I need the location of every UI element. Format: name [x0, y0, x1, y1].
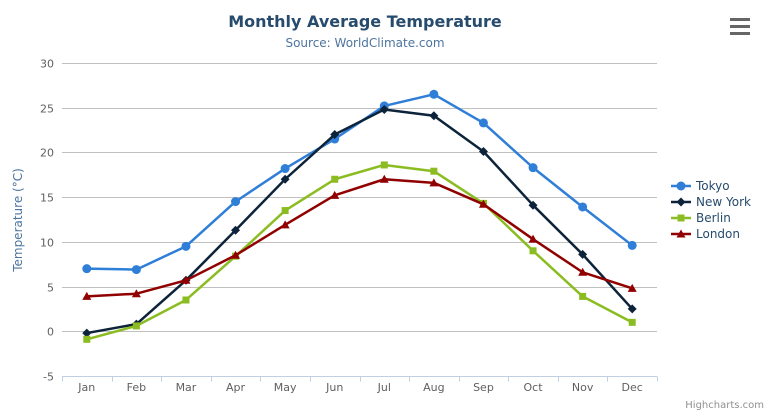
circle-series-icon	[671, 181, 691, 191]
x-axis-label: Jan	[77, 381, 95, 394]
series-berlin[interactable]	[83, 161, 636, 343]
legend-item-london[interactable]: London	[670, 226, 751, 242]
x-axis-label: Mar	[176, 381, 197, 394]
x-axis-label: Jul	[377, 381, 391, 394]
x-axis-label: May	[274, 381, 297, 394]
x-axis-label: Feb	[127, 381, 146, 394]
series-tokyo[interactable]	[82, 89, 637, 275]
x-axis-label: Nov	[572, 381, 594, 394]
y-axis-label: 5	[47, 282, 54, 295]
credits-link[interactable]: Highcharts.com	[685, 400, 764, 411]
y-axis-label: 25	[40, 103, 54, 116]
y-axis-label: 10	[40, 237, 54, 250]
legend-item-label: Berlin	[696, 211, 731, 225]
series-london[interactable]	[82, 174, 637, 300]
legend-item-label: Tokyo	[696, 179, 730, 193]
x-axis-label: Apr	[226, 381, 246, 394]
x-axis: Jan Feb Mar Apr May Jun Jul Aug Sep Oct Nov Dec	[62, 376, 658, 394]
legend-item-label: London	[696, 227, 740, 241]
triangle-series-icon	[671, 229, 691, 238]
x-axis-label: Jun	[325, 381, 343, 394]
series-new-york[interactable]	[82, 105, 637, 338]
export-menu-button[interactable]	[728, 16, 754, 42]
y-axis-label: 15	[40, 192, 54, 205]
legend: Tokyo New York Berlin London	[670, 178, 751, 242]
legend-item-tokyo[interactable]: Tokyo	[670, 178, 751, 194]
y-gridlines: -5 0 5 10 15 20 25 30	[40, 58, 657, 384]
x-axis-label: Sep	[473, 381, 494, 394]
legend-item-new-york[interactable]: New York	[670, 194, 751, 210]
y-axis-label: 0	[47, 326, 54, 339]
diamond-series-icon	[671, 197, 691, 207]
x-axis-label: Dec	[622, 381, 643, 394]
y-axis-label: 30	[40, 58, 54, 71]
chart-subtitle: Source: WorldClimate.com	[285, 36, 445, 50]
x-axis-label: Aug	[423, 381, 444, 394]
hamburger-icon	[729, 18, 753, 35]
legend-item-berlin[interactable]: Berlin	[670, 210, 751, 226]
y-axis-label: -5	[43, 371, 54, 384]
chart-title: Monthly Average Temperature	[228, 12, 502, 31]
square-series-icon	[671, 214, 691, 222]
y-axis-label: 20	[40, 147, 54, 160]
x-axis-label: Oct	[524, 381, 544, 394]
legend-item-label: New York	[696, 195, 751, 209]
